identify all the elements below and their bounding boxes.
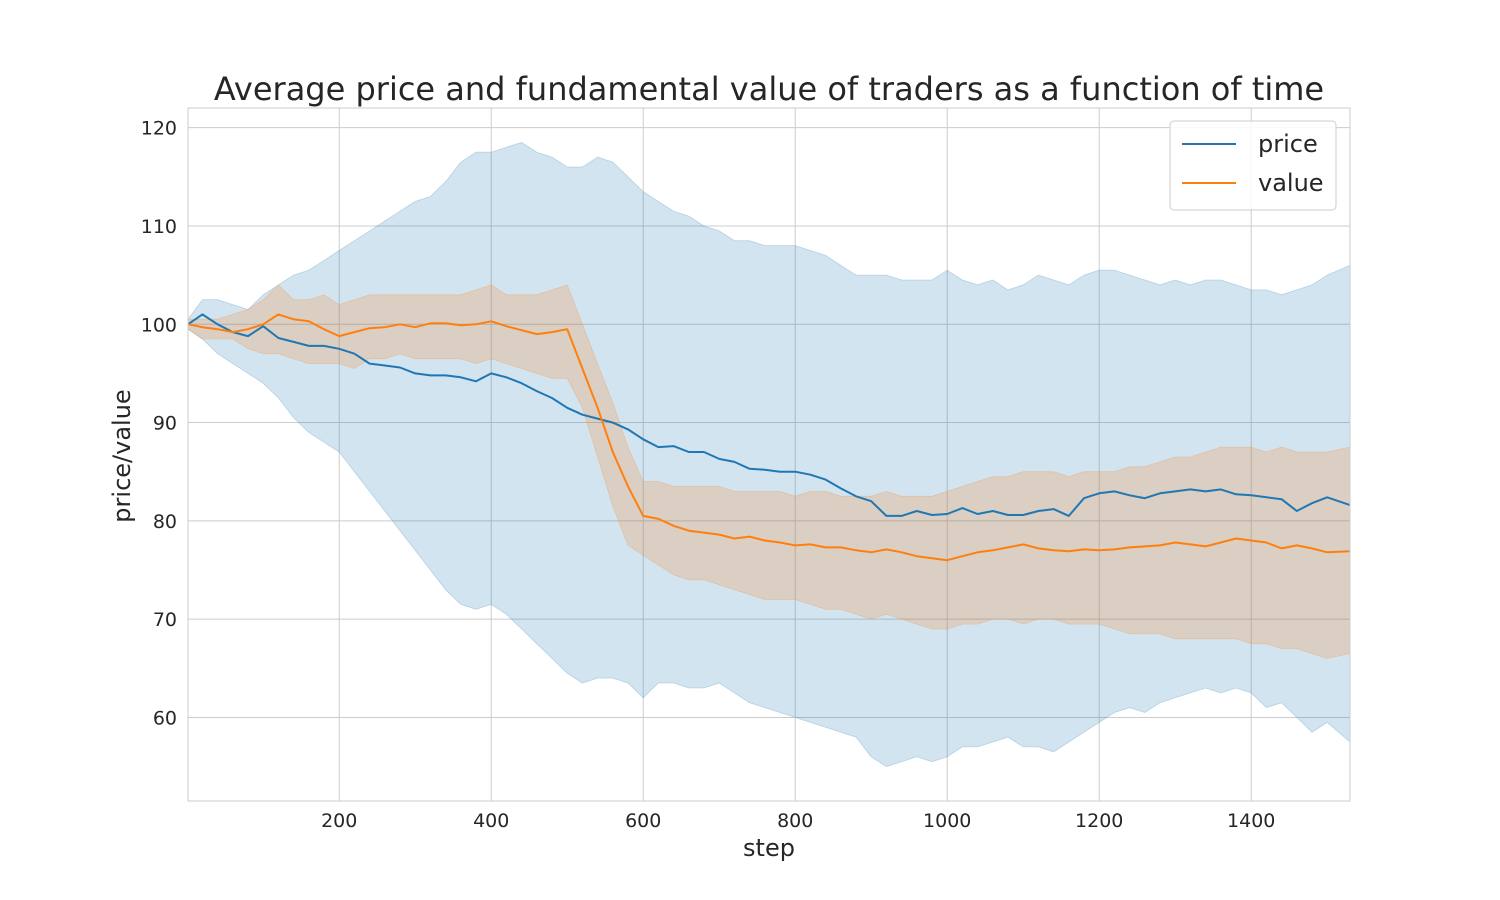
x-tick-label: 200 bbox=[321, 810, 357, 832]
x-tick-label: 1200 bbox=[1075, 810, 1123, 832]
x-tick-label: 1000 bbox=[923, 810, 971, 832]
y-tick-label: 60 bbox=[153, 707, 177, 729]
series-lines bbox=[187, 313, 1351, 562]
plot-frame bbox=[187, 107, 1351, 802]
y-tick-label: 80 bbox=[153, 511, 177, 533]
plot-background bbox=[188, 108, 1350, 801]
price-line bbox=[187, 313, 1351, 517]
y-tick-label: 100 bbox=[141, 314, 177, 336]
legend-value-label: value bbox=[1258, 169, 1324, 197]
legend: price value bbox=[1169, 120, 1337, 211]
x-tick-label: 800 bbox=[777, 810, 813, 832]
x-tick-label: 1400 bbox=[1227, 810, 1275, 832]
x-tick-label: 600 bbox=[625, 810, 661, 832]
y-tick-labels: 60 70 80 90 100 110 120 bbox=[141, 118, 177, 730]
y-tick-label: 90 bbox=[153, 413, 177, 435]
x-axis-label: step bbox=[743, 834, 795, 862]
legend-price-label: price bbox=[1258, 130, 1318, 158]
y-tick-label: 120 bbox=[141, 118, 177, 140]
value-line bbox=[187, 313, 1351, 562]
y-tick-label: 110 bbox=[141, 216, 177, 238]
x-tick-labels: 200 400 600 800 1000 1200 1400 bbox=[321, 810, 1275, 832]
chart-title: Average price and fundamental value of t… bbox=[214, 70, 1324, 108]
y-axis-label: price/value bbox=[108, 389, 136, 522]
grid-lines bbox=[188, 108, 1350, 801]
y-tick-label: 70 bbox=[153, 609, 177, 631]
x-tick-label: 400 bbox=[473, 810, 509, 832]
